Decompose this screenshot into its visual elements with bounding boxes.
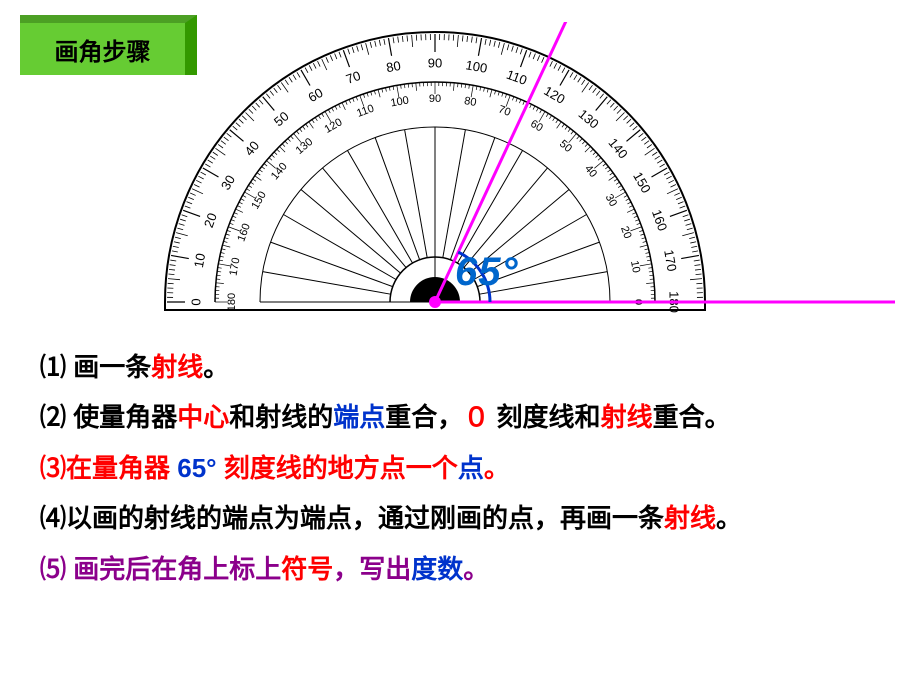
svg-text:10: 10 [191, 252, 208, 269]
protractor-svg: 1800170101602015030140401305012060110701… [150, 22, 910, 342]
angle-label: 65° [455, 250, 519, 295]
step-item: ⑴ 画一条射线。 [40, 349, 890, 385]
svg-text:180: 180 [226, 293, 238, 311]
step-item: ⑸ 画完后在角上标上符号，写出度数。 [40, 551, 890, 587]
svg-text:10: 10 [628, 260, 642, 274]
step-item: ⑵ 使量角器中心和射线的端点重合，０ 刻度线和射线重合。 [40, 399, 890, 435]
svg-text:80: 80 [385, 58, 402, 75]
svg-text:90: 90 [429, 93, 441, 105]
svg-text:80: 80 [463, 95, 477, 109]
title-text: 画角步骤 [55, 32, 151, 67]
protractor-diagram: 1800170101602015030140401305012060110701… [150, 22, 720, 322]
svg-text:0: 0 [188, 298, 203, 305]
steps-list: ⑴ 画一条射线。 ⑵ 使量角器中心和射线的端点重合，０ 刻度线和射线重合。 ⑶在量角… [40, 335, 890, 601]
svg-text:90: 90 [428, 55, 442, 70]
step-item: ⑷以画的射线的端点为端点，通过刚画的点，再画一条射线。 [40, 500, 890, 536]
step-item: ⑶在量角器 65° 刻度线的地方点一个点。 [40, 450, 890, 486]
